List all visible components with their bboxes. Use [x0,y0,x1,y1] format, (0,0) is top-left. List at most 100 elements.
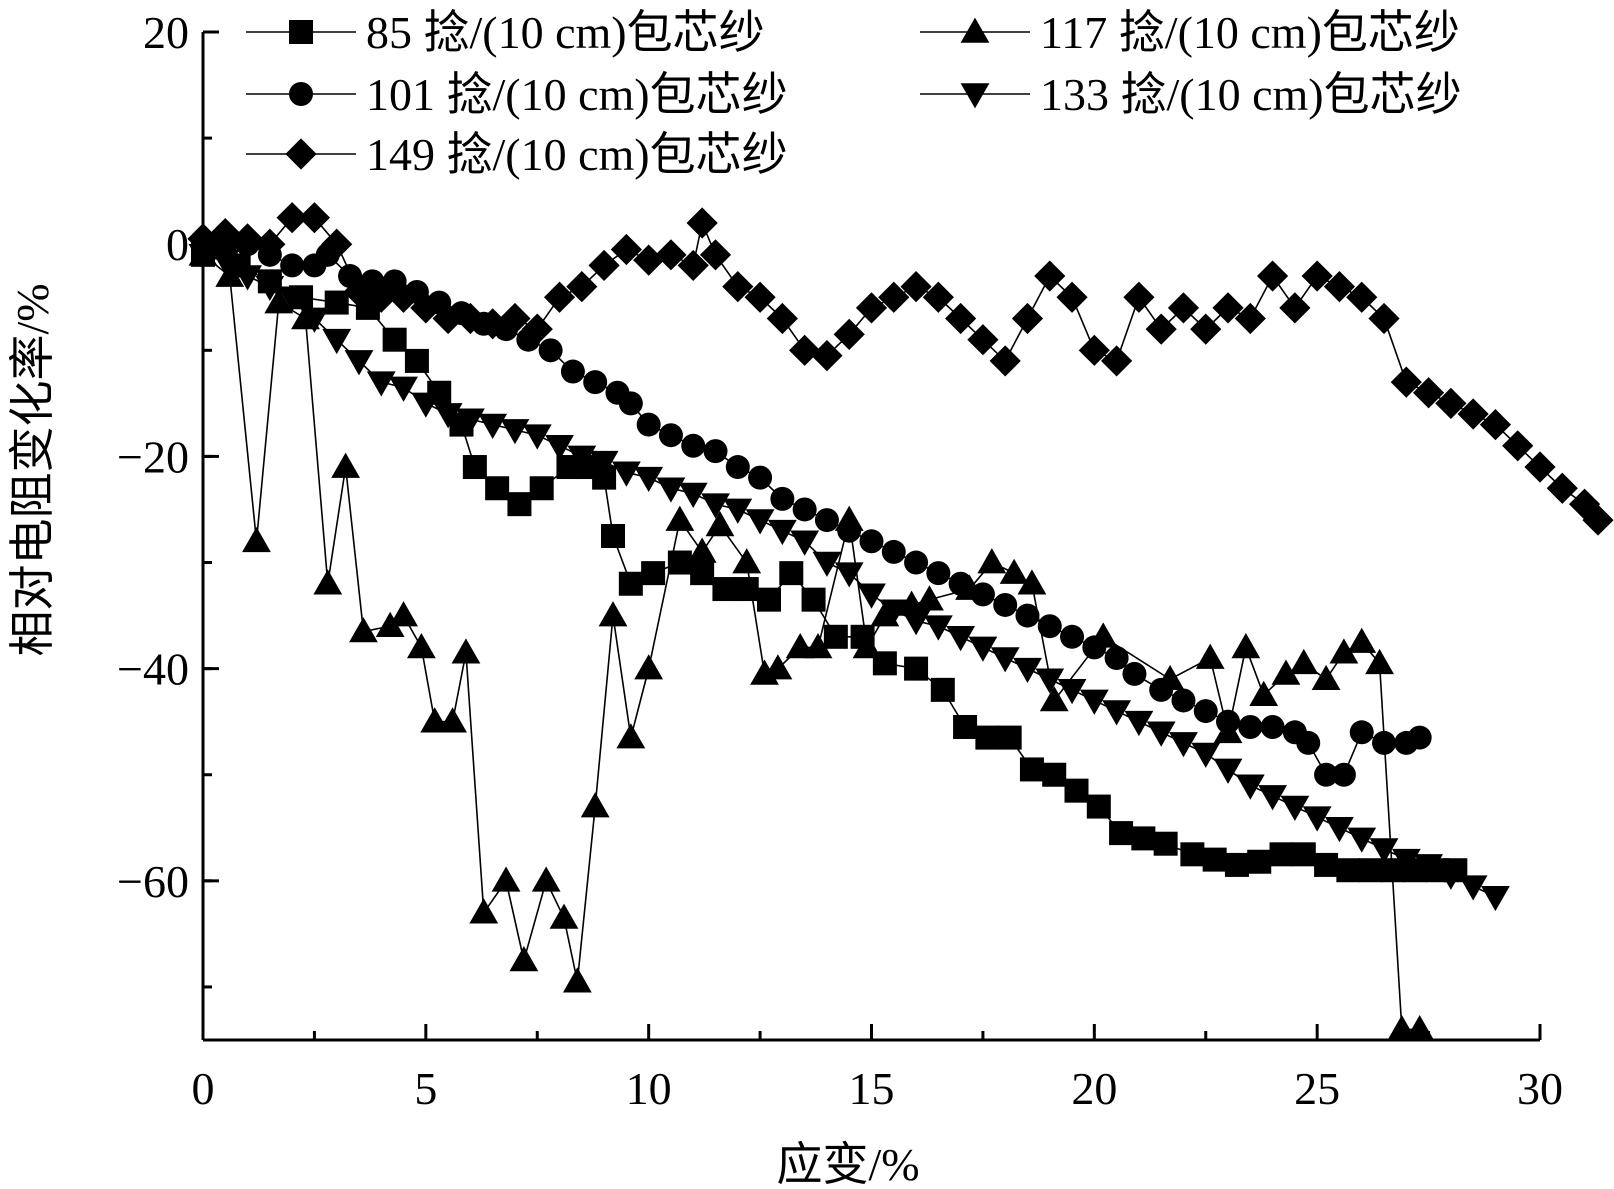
data-point [1302,806,1332,832]
data-point [187,223,219,255]
data-point [655,239,687,271]
legend-entry: 149 捻/(10 cm)包芯纱 [246,129,788,180]
data-point [814,508,839,533]
data-point [946,626,976,652]
data-point [451,638,481,664]
data-point [432,302,464,335]
data-point [812,551,842,577]
data-point [300,307,329,333]
data-point [792,497,817,522]
data-point [748,465,773,490]
data-point [1180,842,1205,867]
data-point [1017,569,1047,595]
data-point [1365,648,1394,675]
data-point [549,903,579,929]
data-point [725,455,750,480]
data-point [1369,838,1399,864]
data-point [823,624,848,649]
legend-label: 117 捻/(10 cm)包芯纱 [1040,7,1460,58]
data-point [1034,260,1066,292]
data-point [538,338,563,363]
data-point [344,350,374,376]
legend-label: 149 捻/(10 cm)包芯纱 [366,129,788,180]
data-point [588,249,620,282]
data-point [1082,635,1107,660]
data-point [618,571,643,596]
data-point [678,482,708,508]
data-point [1582,504,1614,536]
data-point [904,550,929,575]
data-point [233,265,262,291]
data-point [834,562,864,588]
data-point [1279,292,1311,324]
data-point [1013,657,1042,684]
data-point [522,424,552,450]
data-point [687,537,717,563]
data-point [1502,430,1534,462]
data-point [770,486,795,511]
data-point [598,601,628,627]
data-point [1296,730,1321,755]
data-point [1235,774,1265,800]
x-tick-label: 5 [414,1063,437,1114]
data-point [722,271,754,303]
data-point [1405,1014,1435,1041]
data-point [1109,821,1134,846]
data-point [745,509,775,535]
data-point [1347,827,1377,853]
data-point [904,656,929,681]
data-point [560,359,585,384]
data-point [529,476,554,501]
data-point [915,585,944,611]
series-2 [188,240,1435,1041]
data-point [1035,668,1065,694]
data-point [231,223,264,255]
data-point [1336,858,1361,883]
data-point [188,244,218,270]
data-point [701,493,730,519]
legend-marker [960,17,990,43]
data-point [723,498,753,524]
data-point [456,408,485,434]
data-point [900,271,932,303]
data-point [837,518,862,543]
data-point [1234,302,1266,335]
data-point [1412,377,1445,409]
data-point [977,548,1007,574]
data-point [1372,730,1397,755]
data-point [634,466,664,493]
data-point [509,946,539,972]
data-point [1546,472,1578,504]
data-point [1123,281,1155,313]
data-point [990,647,1020,673]
y-tick-label: 0 [166,219,189,270]
data-point [1079,689,1109,715]
data-point [611,461,641,487]
data-point [1311,664,1341,691]
data-point [703,439,728,464]
data-point [321,228,353,260]
data-point [705,510,735,537]
data-point [1231,633,1261,659]
data-point [1039,686,1069,712]
data-point [477,308,509,340]
legend-entry: 117 捻/(10 cm)包芯纱 [920,7,1460,58]
x-tick-label: 20 [1071,1063,1117,1114]
data-point [254,228,286,260]
data-point [521,313,553,345]
data-point [454,302,486,335]
data-point [242,526,271,553]
legend-entry: 133 捻/(10 cm)包芯纱 [920,69,1462,120]
data-point [923,615,953,641]
data-point [1057,679,1087,705]
legend-label: 85 捻/(10 cm)包芯纱 [366,7,765,58]
data-point [1325,816,1354,843]
data-point [1323,271,1356,303]
data-point [948,571,973,596]
data-point [276,202,308,234]
data-point [1015,603,1040,628]
data-point [566,271,598,303]
data-point [1257,260,1289,292]
data-point [1131,826,1156,851]
